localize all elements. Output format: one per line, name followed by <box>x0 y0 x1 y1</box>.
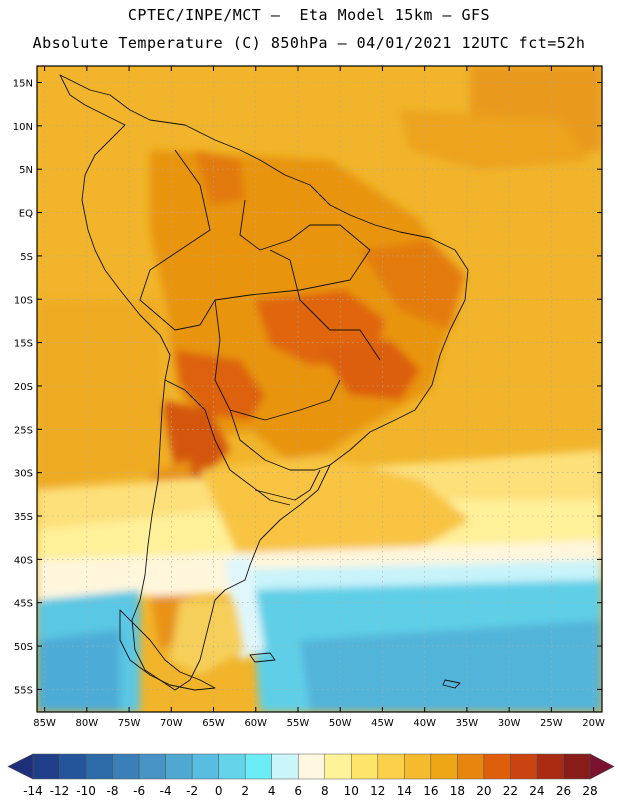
lon-label: 20W <box>582 718 605 729</box>
colorbar-swatch <box>297 753 326 780</box>
colorbar-swatch <box>244 753 272 780</box>
lat-label: 5N <box>19 165 33 176</box>
lon-label: 85W <box>33 718 56 729</box>
temperature-field <box>37 66 602 712</box>
colorbar-label: -8 <box>107 784 119 798</box>
lon-label: 75W <box>118 718 141 729</box>
lat-label: 10N <box>13 122 33 133</box>
colorbar-over-arrow <box>589 753 615 780</box>
colorbar-label: 12 <box>370 784 385 798</box>
colorbar-swatch <box>138 753 166 780</box>
lat-label: 5S <box>20 252 33 263</box>
lat-label: 20S <box>14 382 33 393</box>
colorbar-label: -2 <box>186 784 198 798</box>
colorbar-swatch <box>563 753 591 780</box>
colorbar-label: 4 <box>268 784 276 798</box>
colorbar: -14 -12 -10 -8 -6 -4 -2 0 2 4 6 8 10 12 14 16 18 20 22 24 26… <box>7 753 615 798</box>
lat-label: 35S <box>14 512 33 523</box>
colorbar-label: 0 <box>215 784 223 798</box>
lon-label: 45W <box>371 718 394 729</box>
colorbar-swatch <box>324 753 352 780</box>
colorbar-label: -6 <box>133 784 145 798</box>
colorbar-label: 8 <box>321 784 329 798</box>
lon-label: 30W <box>498 718 521 729</box>
colorbar-label: 6 <box>294 784 302 798</box>
lon-label: 55W <box>287 718 310 729</box>
lat-label: 50S <box>14 642 33 653</box>
colorbar-swatch <box>430 753 458 780</box>
colorbar-swatch <box>271 753 299 780</box>
title-line-2: Absolute Temperature (C) 850hPa – 04/01/… <box>32 34 586 52</box>
colorbar-swatch <box>351 753 379 780</box>
lat-label: 40S <box>14 555 33 566</box>
colorbar-label: 14 <box>397 784 412 798</box>
colorbar-label: 28 <box>582 784 597 798</box>
colorbar-label: 26 <box>556 784 571 798</box>
colorbar-swatch <box>112 753 140 780</box>
lon-label: 40W <box>413 718 436 729</box>
colorbar-swatch <box>32 753 60 780</box>
colorbar-label: 2 <box>241 784 249 798</box>
colorbar-swatch <box>377 753 405 780</box>
colorbar-label: 20 <box>476 784 491 798</box>
colorbar-under-arrow <box>7 753 34 780</box>
lat-label: 10S <box>14 295 33 306</box>
colorbar-label: -4 <box>160 784 172 798</box>
lon-label: 25W <box>540 718 563 729</box>
colorbar-swatch <box>510 753 538 780</box>
colorbar-label: 18 <box>450 784 465 798</box>
colorbar-label: -12 <box>50 784 70 798</box>
lat-label: 15S <box>14 339 33 350</box>
lat-label: 55S <box>14 685 33 696</box>
lon-label: 70W <box>160 718 183 729</box>
lat-label: 30S <box>14 469 33 480</box>
colorbar-swatch <box>483 753 511 780</box>
colorbar-label: 16 <box>423 784 438 798</box>
lon-label: 50W <box>329 718 352 729</box>
map-frame <box>36 65 603 713</box>
lat-label: EQ <box>19 209 33 220</box>
colorbar-swatch <box>59 753 87 780</box>
colorbar-swatch <box>85 753 113 780</box>
colorbar-swatch <box>457 753 485 780</box>
colorbar-label: 22 <box>503 784 518 798</box>
colorbar-label: 24 <box>529 784 544 798</box>
latitude-axis: 15N 10N 5N EQ 5S 10S 15S 20S 25S 30S 35S 40S 45S 50S 5… <box>13 79 602 696</box>
lon-label: 35W <box>456 718 479 729</box>
colorbar-swatch <box>536 753 564 780</box>
lat-label: 45S <box>14 599 33 610</box>
colorbar-swatch <box>218 753 246 780</box>
lat-label: 15N <box>13 79 33 90</box>
coastlines <box>59 74 469 691</box>
longitude-axis: 85W 80W 75W 70W 65W 60W 55W 50W 45W 40W 35W 30W 25W 2… <box>33 66 605 729</box>
colorbar-label: -10 <box>76 784 96 798</box>
lon-label: 65W <box>202 718 225 729</box>
lon-label: 60W <box>244 718 267 729</box>
lat-label: 25S <box>14 425 33 436</box>
colorbar-label: 10 <box>344 784 359 798</box>
colorbar-swatch <box>404 753 432 780</box>
colorbar-swatch <box>191 753 219 780</box>
lon-label: 80W <box>76 718 99 729</box>
colorbar-label: -14 <box>23 784 43 798</box>
colorbar-swatch <box>165 753 193 780</box>
title-line-1: CPTEC/INPE/MCT – Eta Model 15km – GFS <box>127 6 491 24</box>
